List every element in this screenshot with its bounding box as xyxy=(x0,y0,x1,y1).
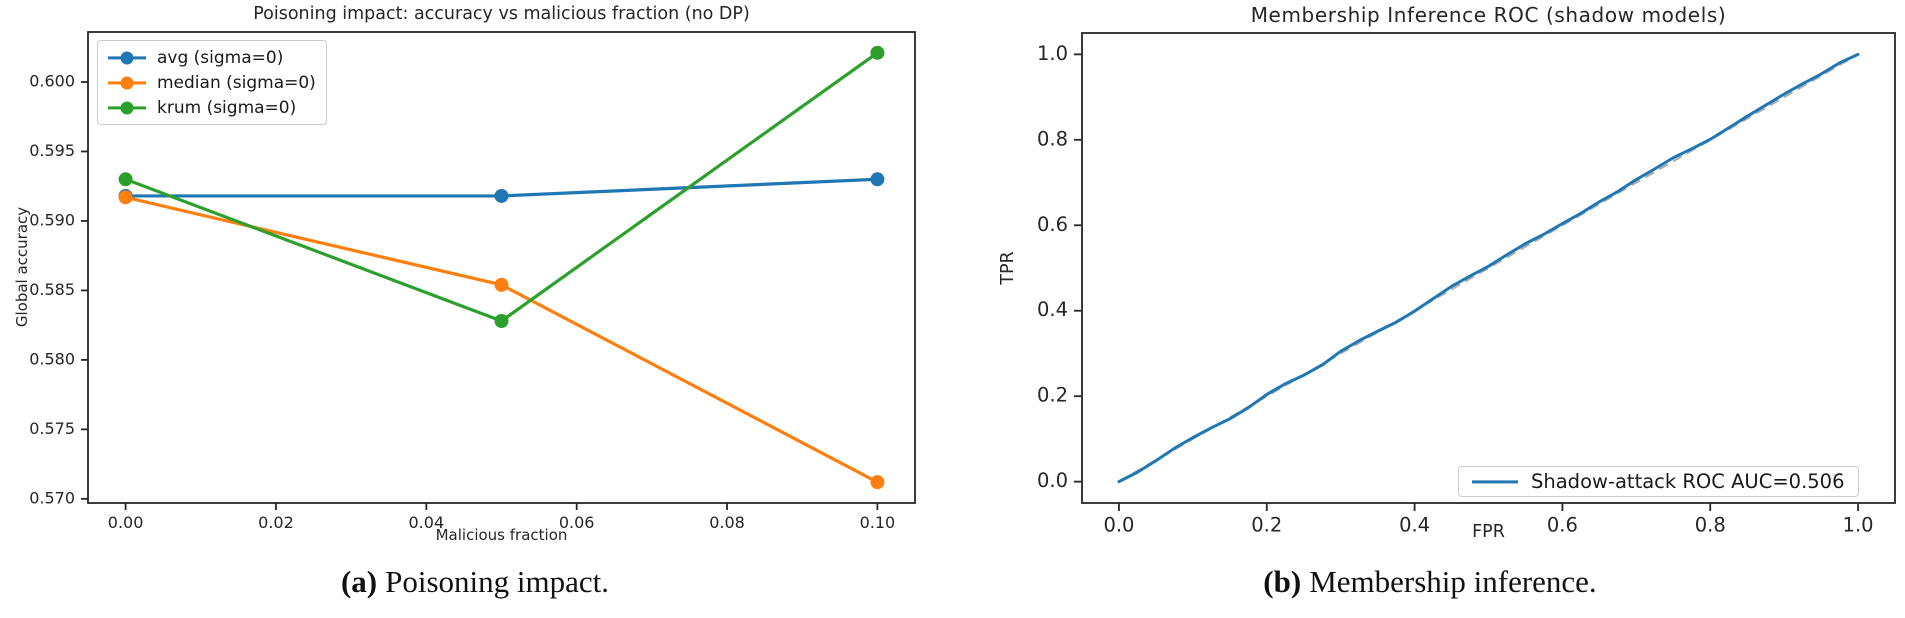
left-chart-title: Poisoning impact: accuracy vs malicious … xyxy=(253,4,750,24)
y-tick-label: 0.585 xyxy=(29,280,75,299)
plot-border xyxy=(87,31,916,504)
y-tick-label: 0.0 xyxy=(1037,469,1068,492)
series-line xyxy=(1117,52,1860,484)
y-tick-label: 0.570 xyxy=(29,488,75,507)
data-point-marker xyxy=(118,190,133,205)
caption-a: (a) Poisoning impact. xyxy=(0,564,950,600)
x-tick-label: 0.2 xyxy=(1251,513,1282,536)
x-tick-label: 0.00 xyxy=(108,513,144,532)
y-tick-label: 0.590 xyxy=(29,210,75,229)
legend-line-icon xyxy=(1472,474,1518,489)
x-tick-label: 0.08 xyxy=(709,513,745,532)
y-tick-label: 0.600 xyxy=(29,72,75,91)
y-tick-label: 0.4 xyxy=(1037,298,1068,321)
x-tick-label: 0.04 xyxy=(409,513,445,532)
legend-label: median (sigma=0) xyxy=(157,72,316,93)
x-tick-label: 0.8 xyxy=(1695,513,1726,536)
right-chart-legend: Shadow-attack ROC AUC=0.506 xyxy=(1458,466,1859,497)
x-tick-label: 0.4 xyxy=(1399,513,1430,536)
x-tick-label: 1.0 xyxy=(1843,513,1874,536)
x-tick-label: 0.02 xyxy=(258,513,294,532)
data-point-marker xyxy=(494,188,509,203)
legend-entry-avg: avg (sigma=0) xyxy=(108,45,316,70)
y-tick-label: 1.0 xyxy=(1037,42,1068,65)
legend-label: Shadow-attack ROC AUC=0.506 xyxy=(1531,470,1845,493)
legend-entry-krum: krum (sigma=0) xyxy=(108,95,316,120)
x-tick-label: 0.0 xyxy=(1103,513,1134,536)
right-chart-ylabel: TPR xyxy=(998,251,1018,285)
data-point-marker xyxy=(494,277,509,292)
legend-entry-median: median (sigma=0) xyxy=(108,70,316,95)
legend-line-marker-icon xyxy=(108,100,146,115)
caption-b-marker: (b) xyxy=(1263,564,1302,599)
legend-label: avg (sigma=0) xyxy=(157,47,284,68)
legend-label: krum (sigma=0) xyxy=(157,97,297,118)
x-tick-label: 0.6 xyxy=(1547,513,1578,536)
y-tick-label: 0.2 xyxy=(1037,384,1068,407)
plot-border xyxy=(1081,32,1896,504)
data-point-marker xyxy=(118,172,133,187)
right-chart-title: Membership Inference ROC (shadow models) xyxy=(1250,3,1727,27)
left-chart-xlabel: Malicious fraction xyxy=(435,526,568,544)
y-tick-label: 0.8 xyxy=(1037,127,1068,150)
caption-b: (b) Membership inference. xyxy=(955,564,1905,600)
data-point-marker xyxy=(870,475,885,490)
y-tick-label: 0.6 xyxy=(1037,213,1068,236)
left-chart-legend: avg (sigma=0) median (sigma=0) krum (sig… xyxy=(97,40,327,125)
legend-line-marker-icon xyxy=(108,75,146,90)
legend-line-marker-icon xyxy=(108,50,146,65)
y-tick-label: 0.575 xyxy=(29,419,75,438)
roc-chart-plot: 0.0 0.2 0.4 0.6 0.8 1.0 0.0 0.2 0.4 0.6 0.8 1.0 xyxy=(1037,32,1896,536)
data-point-marker xyxy=(870,45,885,60)
y-tick-label: 0.580 xyxy=(29,349,75,368)
series-line xyxy=(123,195,880,484)
left-chart-ylabel: Global accuracy xyxy=(13,206,31,328)
data-point-marker xyxy=(870,172,885,187)
data-point-marker xyxy=(494,313,509,328)
caption-b-text: Membership inference. xyxy=(1309,564,1597,599)
caption-a-text: Poisoning impact. xyxy=(385,564,610,599)
x-tick-label: 0.10 xyxy=(860,513,896,532)
poisoning-chart-plot: 0.00 0.02 0.04 0.06 0.08 0.10 0.570 0.575 0.580 0… xyxy=(29,31,916,532)
x-tick-label: 0.06 xyxy=(559,513,595,532)
y-tick-label: 0.595 xyxy=(29,141,75,160)
right-chart-xlabel: FPR xyxy=(1472,522,1505,542)
legend-entry-shadow-attack: Shadow-attack ROC AUC=0.506 xyxy=(1472,466,1845,497)
caption-a-marker: (a) xyxy=(340,564,378,599)
